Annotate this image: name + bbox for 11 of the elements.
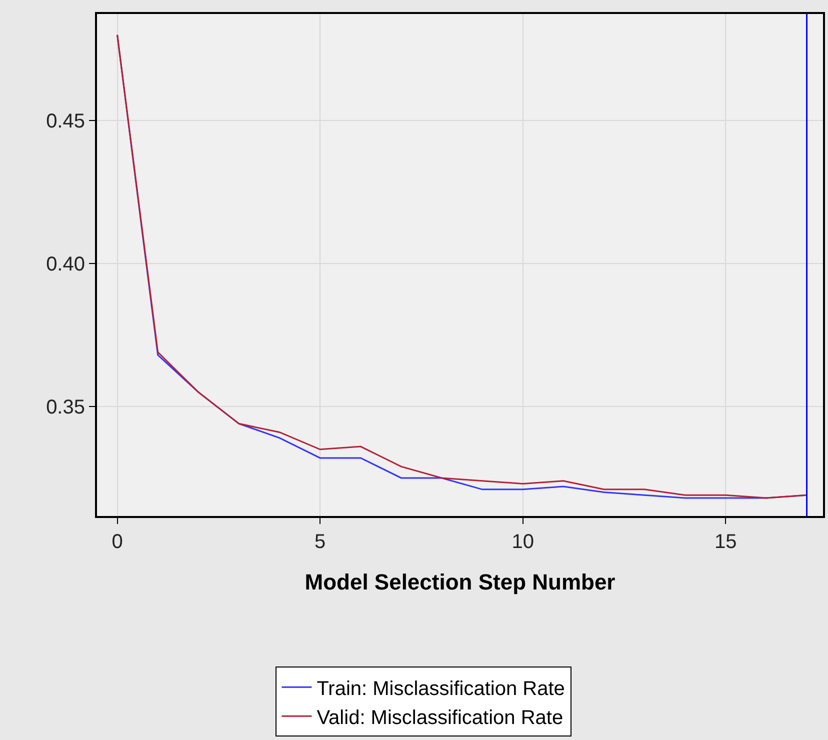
- x-tick-label: 15: [714, 531, 737, 553]
- x-tick-label: 0: [112, 531, 123, 553]
- x-tick-label: 5: [314, 531, 326, 553]
- x-axis-title: Model Selection Step Number: [304, 569, 616, 594]
- legend-label: Valid: Misclassification Rate: [316, 706, 564, 729]
- x-tick-label: 10: [512, 531, 534, 553]
- y-tick-label: 0.40: [46, 254, 85, 276]
- y-tick-label: 0.35: [46, 396, 85, 419]
- legend-label: Train: Misclassification Rate: [316, 678, 565, 700]
- y-tick-label: 0.45: [46, 110, 85, 133]
- line-series: [116, 34, 808, 499]
